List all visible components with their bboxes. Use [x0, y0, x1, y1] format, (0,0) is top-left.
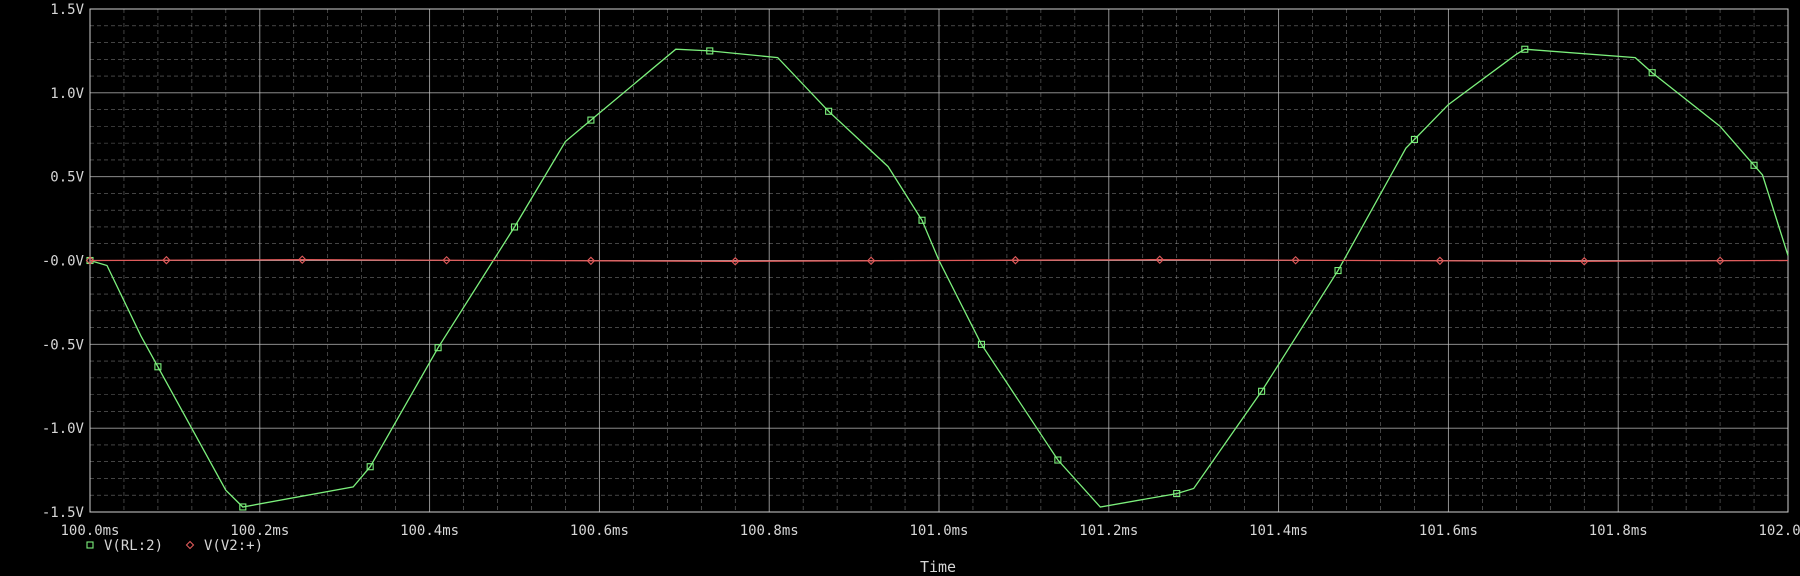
series-marker-square — [366, 463, 374, 471]
series-marker-square — [825, 107, 833, 115]
y-tick-label: -0.5V — [42, 337, 85, 353]
y-tick-label: -1.0V — [42, 421, 85, 437]
y-tick-label: -1.5V — [42, 505, 85, 521]
y-tick-label: -0.0V — [42, 254, 85, 270]
y-tick-label: 1.5V — [50, 2, 84, 18]
series-marker-square — [1521, 45, 1529, 53]
series-marker-diamond — [1435, 256, 1445, 266]
x-tick-label: 100.6ms — [570, 523, 629, 539]
series-marker-diamond — [730, 257, 740, 266]
series-marker-square — [239, 503, 247, 511]
legend-marker-square — [86, 541, 94, 549]
x-tick-label: 100.0ms — [60, 523, 119, 539]
series-marker-diamond — [297, 255, 307, 264]
x-axis-ticks: 100.0ms 100.2ms 100.4ms 100.6ms 100.8ms 101.0… — [60, 523, 1800, 539]
series-line-1 — [89, 48, 1789, 508]
x-tick-label: 101.4ms — [1249, 523, 1308, 539]
series-marker-square — [918, 216, 926, 224]
series-marker-square — [1750, 161, 1758, 169]
y-axis-ticks: 1.5V 1.0V 0.5V -0.0V -0.5V -1.0V -1.5V — [42, 2, 85, 521]
x-tick-label: 100.8ms — [740, 523, 799, 539]
series-marker-diamond — [1291, 255, 1300, 265]
series-marker-square — [1054, 456, 1062, 464]
series-marker-diamond — [442, 255, 451, 265]
series-marker-square — [706, 47, 714, 55]
x-tick-label: 100.2ms — [230, 523, 289, 539]
x-axis-label: Time — [920, 558, 956, 576]
x-tick-label: 101.8ms — [1589, 523, 1648, 539]
legend-marker-diamond — [185, 540, 195, 550]
series-marker-diamond — [1011, 255, 1020, 265]
x-tick-label: 101.2ms — [1079, 523, 1138, 539]
series-marker-diamond — [866, 256, 876, 266]
series-marker-square — [510, 223, 519, 231]
x-tick-label: 101.6ms — [1419, 523, 1478, 539]
series-marker-square — [434, 344, 442, 352]
series-marker-diamond — [1579, 257, 1589, 266]
series-marker-square — [1648, 69, 1656, 77]
legend: V(RL:2) V(V2:+) — [86, 538, 263, 554]
series-marker-diamond — [1715, 256, 1725, 266]
series-marker-square — [587, 116, 595, 124]
series-marker-square — [1410, 135, 1418, 143]
series-marker-diamond — [85, 256, 95, 265]
legend-label-1: V(RL:2) — [104, 538, 163, 554]
y-tick-label: 1.0V — [50, 86, 84, 102]
series-line-2 — [89, 259, 1789, 262]
series-marker-diamond — [586, 256, 596, 266]
series-marker-diamond — [162, 255, 171, 265]
y-tick-label: 0.5V — [50, 170, 84, 186]
series-marker-square — [977, 340, 986, 348]
legend-label-2: V(V2:+) — [204, 538, 263, 554]
series-marker-diamond — [1155, 255, 1165, 264]
x-tick-label: 102.0ms — [1758, 523, 1800, 539]
x-tick-label: 101.0ms — [909, 523, 968, 539]
series-marker-square — [1173, 490, 1181, 498]
series-marker-square — [154, 363, 162, 371]
series-marker-square — [1258, 387, 1266, 395]
series-marker-square — [1334, 267, 1342, 275]
x-tick-label: 100.4ms — [400, 523, 459, 539]
series-layer — [85, 45, 1789, 511]
